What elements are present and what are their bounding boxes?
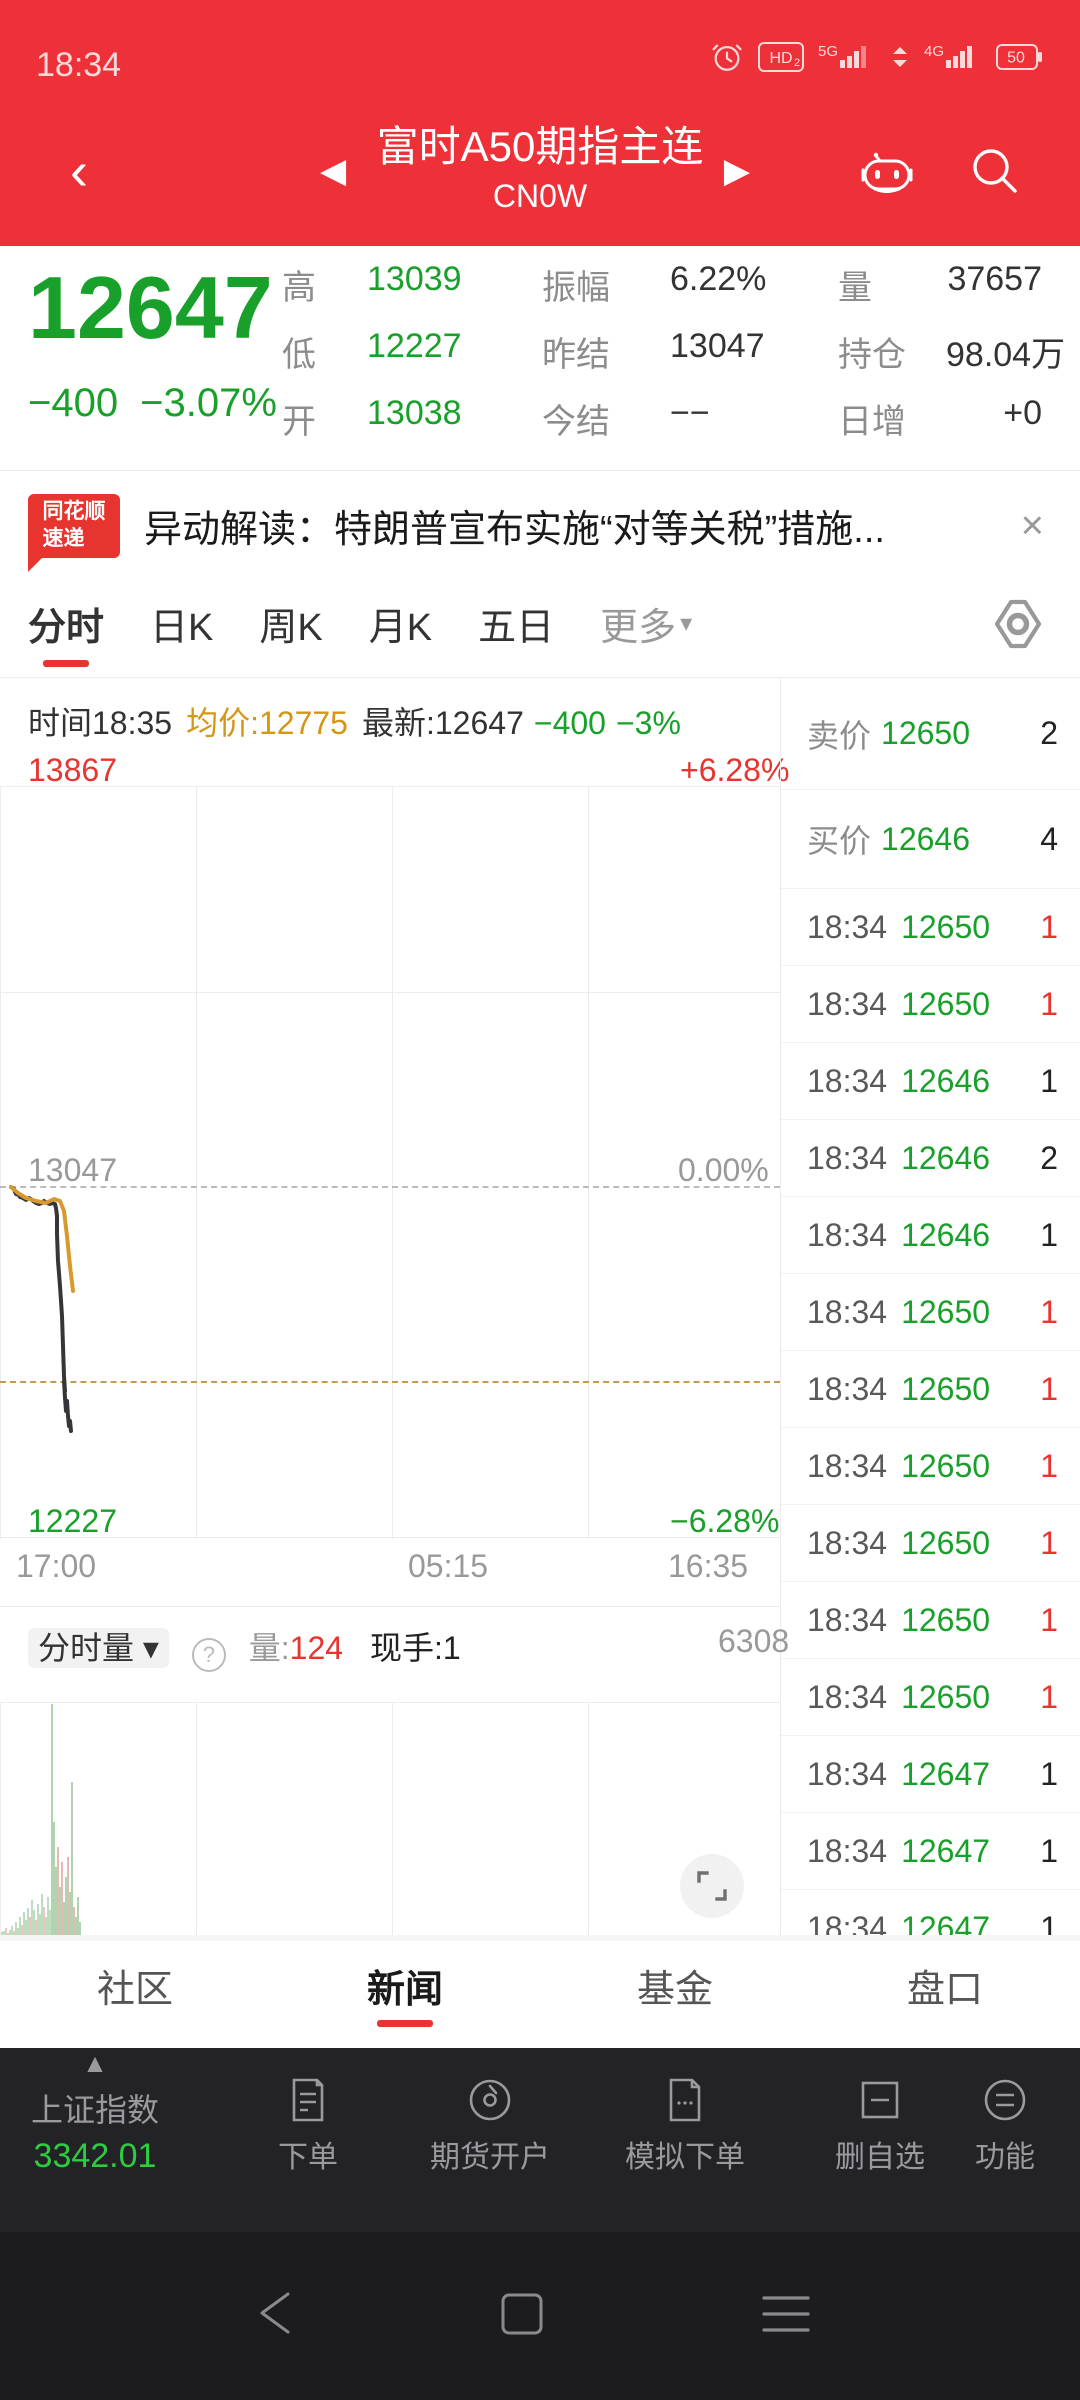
svg-text:2: 2 — [794, 57, 800, 69]
svg-text:HD: HD — [769, 50, 792, 67]
svg-text:50: 50 — [1007, 50, 1025, 67]
svg-text:5G: 5G — [818, 43, 838, 60]
svg-text:4G: 4G — [924, 43, 944, 60]
